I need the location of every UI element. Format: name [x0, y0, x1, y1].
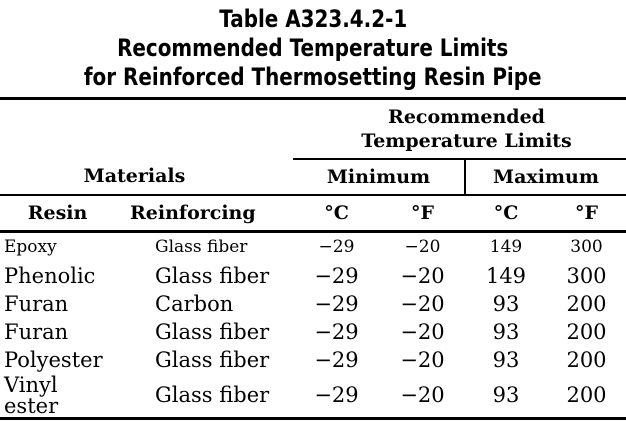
group-header-row: Materials Minimum Maximum	[0, 158, 626, 196]
col-header-max-c: °C	[465, 194, 547, 233]
cell-min-c: −29	[314, 264, 359, 288]
cell-reinforcing: Glass fiber	[155, 320, 270, 344]
title-line-3-text: for Reinforced Thermosetting Resin Pipe	[84, 63, 542, 91]
table-row: Polyester Glass fiber −29 −20 93 200	[0, 347, 626, 375]
cell-max-f: 200	[566, 348, 607, 372]
document-title: Table A323.4.2-1 Recommended Temperature…	[0, 0, 626, 97]
cell-max-f: 200	[566, 383, 607, 407]
cell-resin: Polyester	[4, 348, 103, 372]
cell-min-c: −29	[314, 292, 359, 316]
table-row: Vinyl ester Glass fiber −29 −20 93 200	[0, 372, 626, 419]
maximum-header: Maximum	[465, 158, 626, 196]
table-row: Furan Glass fiber −29 −20 93 200	[0, 319, 626, 347]
cell-max-c: 149	[485, 264, 527, 288]
minimum-header: Minimum	[293, 158, 466, 196]
cell-min-c: −29	[314, 320, 359, 344]
col-header-reinforcing: Reinforcing	[115, 194, 293, 233]
cell-max-f: 200	[566, 320, 607, 344]
cell-min-f: −20	[400, 383, 445, 407]
cell-max-c: 93	[492, 320, 520, 344]
title-line-3: for Reinforced Thermosetting Resin Pipe	[0, 63, 626, 92]
cell-min-f: −20	[400, 264, 445, 288]
cell-resin: Phenolic	[4, 264, 96, 288]
cell-reinforcing: Glass fiber	[155, 237, 248, 258]
cell-resin: Furan	[4, 320, 69, 344]
column-header-row: Resin Reinforcing °C °F °C °F	[0, 194, 626, 233]
title-line-2: Recommended Temperature Limits	[0, 34, 626, 63]
cell-max-c: 149	[489, 237, 523, 258]
cell-min-c: −29	[314, 383, 359, 407]
cell-min-f: −20	[400, 348, 445, 372]
spacer-cell	[0, 99, 293, 159]
cell-min-c: −29	[318, 237, 355, 258]
col-header-min-c: °C	[293, 194, 380, 233]
cell-reinforcing: Glass fiber	[155, 348, 270, 372]
spanner-header: Recommended Temperature Limits	[293, 98, 626, 160]
cell-min-f: −20	[404, 237, 441, 258]
cell-max-c: 93	[492, 383, 520, 407]
materials-header: Materials	[0, 158, 293, 196]
temperature-limits-table: Recommended Temperature Limits Materials…	[0, 97, 626, 420]
cell-resin: Vinyl ester	[4, 372, 59, 418]
cell-resin: Furan	[4, 292, 69, 316]
cell-max-c: 93	[492, 348, 520, 372]
cell-reinforcing: Glass fiber	[155, 264, 270, 288]
title-line-1-text: Table A323.4.2-1	[219, 5, 407, 33]
cell-resin: Epoxy	[4, 237, 57, 258]
col-header-resin: Resin	[0, 194, 115, 233]
cell-max-f: 300	[570, 237, 603, 258]
cell-min-f: −20	[400, 320, 445, 344]
table-row: Epoxy Glass fiber −29 −20 149 300	[0, 232, 626, 263]
cell-max-c: 93	[492, 292, 520, 316]
cell-reinforcing: Glass fiber	[155, 383, 270, 407]
col-header-max-f: °F	[547, 194, 626, 233]
cell-max-f: 200	[566, 292, 607, 316]
cell-max-f: 300	[566, 264, 607, 288]
cell-reinforcing: Carbon	[155, 292, 234, 316]
spanner-header-row: Recommended Temperature Limits	[0, 98, 626, 160]
spanner-header-text: Recommended Temperature Limits	[361, 105, 572, 152]
table-row: Furan Carbon −29 −20 93 200	[0, 291, 626, 319]
title-line-1: Table A323.4.2-1	[0, 5, 626, 34]
cell-min-c: −29	[314, 348, 359, 372]
cell-min-f: −20	[400, 292, 445, 316]
title-line-2-text: Recommended Temperature Limits	[117, 34, 509, 62]
table-row: Phenolic Glass fiber −29 −20 149 300	[0, 263, 626, 291]
col-header-min-f: °F	[380, 194, 465, 233]
